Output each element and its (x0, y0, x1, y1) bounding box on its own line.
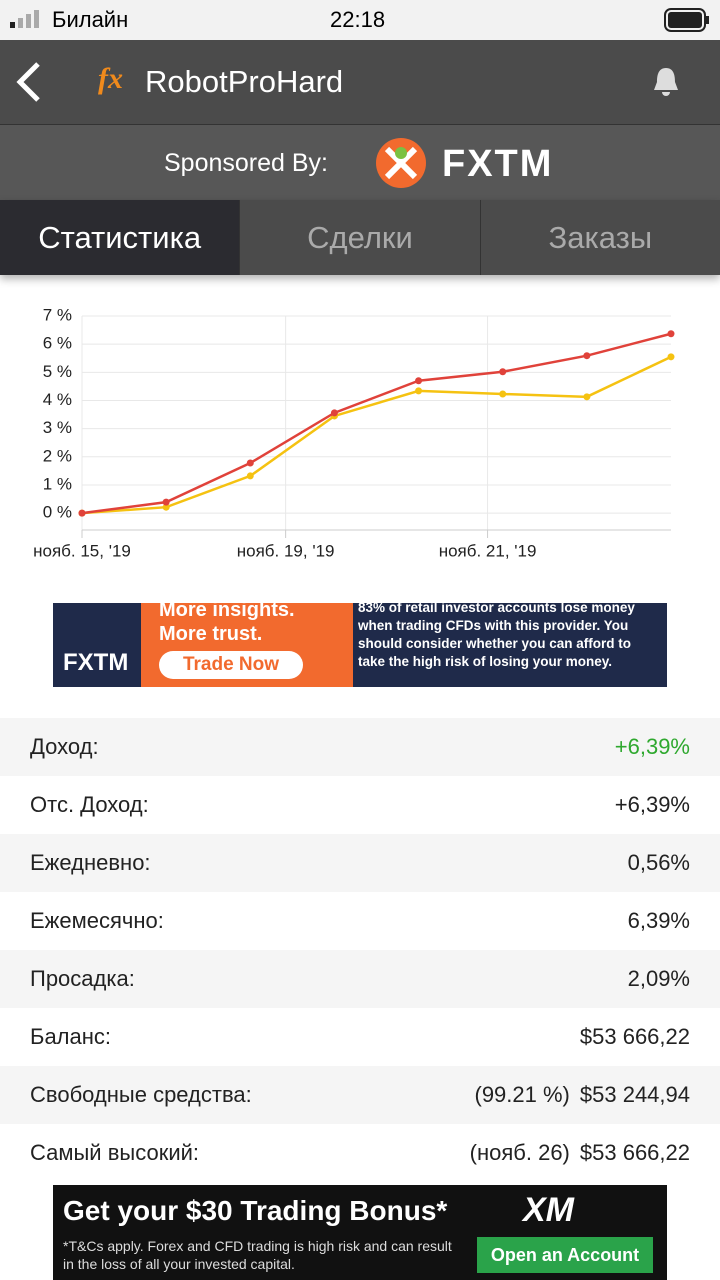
ad2-disclaimer: *T&Cs apply. Forex and CFD trading is hi… (63, 1238, 452, 1272)
ad-disclaimer: 83% of retail investor accounts lose mon… (358, 603, 635, 669)
header-title: RobotProHard (145, 64, 344, 99)
stat-label: Ежедневно: (30, 850, 151, 875)
point (415, 387, 423, 395)
stat-value: +6,39% (614, 734, 690, 759)
point (415, 377, 423, 385)
series-line (81, 355, 672, 515)
y-tick-label: 2 % (43, 446, 72, 465)
stat-row: Отс. Доход: +6,39% (0, 776, 720, 834)
stat-row: Самый высокий: $53 666,22 (нояб. 26) (0, 1124, 720, 1182)
point (246, 472, 254, 480)
ad-line2: More trust. (159, 623, 263, 645)
sponsor-bar: Sponsored By: FXTM (0, 125, 720, 200)
ad-banner[interactable]: FXTM More insights. More trust. Trade No… (53, 603, 667, 687)
stat-value: 0,56% (627, 850, 690, 875)
y-tick-label: 3 % (43, 418, 72, 437)
tab[interactable]: Статистика (0, 200, 240, 275)
point (162, 503, 170, 511)
y-tick-label: 7 % (43, 305, 72, 324)
ad2-button[interactable]: Open an Account (477, 1237, 653, 1273)
point (583, 352, 591, 360)
point (78, 509, 86, 517)
bell-button[interactable] (650, 64, 682, 100)
tab[interactable]: Заказы (479, 200, 720, 275)
point (499, 390, 507, 398)
tab[interactable]: Сделки (239, 200, 480, 275)
ad-line1: More insights. (159, 603, 295, 621)
series-line (81, 332, 672, 515)
stat-value: $53 244,94 (579, 1082, 690, 1107)
point (162, 498, 170, 506)
y-tick-label: 0 % (43, 503, 72, 522)
stat-label: Просадка: (30, 966, 135, 991)
stat-row: Просадка: 2,09% (0, 950, 720, 1008)
fx-logo: fx (98, 62, 123, 95)
y-tick-label: 6 % (43, 334, 72, 353)
stat-label: Свободные средства: (30, 1082, 252, 1107)
stat-value: $53 666,22 (579, 1024, 690, 1049)
stat-label: Самый высокий: (30, 1140, 200, 1165)
back-button[interactable] (14, 60, 44, 104)
stat-label: Отс. Доход: (30, 792, 149, 817)
stat-value: $53 666,22 (579, 1140, 690, 1165)
signal-icon (10, 10, 39, 28)
stat-label: Баланс: (30, 1024, 112, 1049)
stat-row: Ежедневно: 0,56% (0, 834, 720, 892)
ad-banner-bottom[interactable]: Get your $30 Trading Bonus* *T&Cs apply.… (53, 1185, 667, 1280)
x-tick-label: нояб. 21, '19 (439, 541, 537, 560)
point (246, 459, 254, 467)
stat-value: 2,09% (627, 966, 690, 991)
y-tick-label: 1 % (43, 474, 72, 493)
point (667, 353, 675, 361)
header: fx RobotProHard (0, 40, 720, 125)
carrier: Билайн (52, 7, 129, 32)
tab-bar: Статистика Сделки Заказы (0, 200, 720, 275)
sponsored-label: Sponsored By: (164, 149, 328, 177)
x-tick-label: нояб. 15, '19 (33, 541, 131, 560)
stat-note: (нояб. 26) (469, 1140, 570, 1165)
point (499, 368, 507, 376)
y-tick-label: 5 % (43, 362, 72, 381)
clock: 22:18 (330, 7, 386, 32)
stat-value: 6,39% (627, 908, 690, 933)
stat-label: Ежемесячно: (30, 908, 164, 933)
point (583, 393, 591, 401)
sponsor-name: FXTM (442, 143, 554, 185)
stat-row: Свободные средства: $53 244,94 (99.21 %) (0, 1066, 720, 1124)
stat-note: (99.21 %) (474, 1082, 570, 1107)
stat-row: Доход: +6,39% (0, 718, 720, 776)
fxtm-logo (376, 138, 426, 188)
stat-label: Доход: (30, 734, 99, 759)
point (330, 409, 338, 417)
chart: 0 % 1 % 2 % 3 % 4 % 5 % 6 % 7 % нояб. 15, '19 ноя… (33, 305, 675, 560)
stat-row: Ежемесячно: 6,39% (0, 892, 720, 950)
x-tick-label: нояб. 19, '19 (237, 541, 335, 560)
ad2-headline: Get your $30 Trading Bonus* (63, 1195, 448, 1226)
ad-button[interactable]: Trade Now (159, 651, 303, 679)
y-tick-label: 4 % (43, 390, 72, 409)
ad2-brand: XM (523, 1191, 574, 1229)
battery-icon (664, 8, 709, 32)
stat-row: Баланс: $53 666,22 (0, 1008, 720, 1066)
ad-brand: FXTM (63, 649, 129, 676)
point (667, 330, 675, 338)
stat-value: +6,39% (614, 792, 690, 817)
status-bar: Билайн 22:18 (0, 0, 720, 40)
